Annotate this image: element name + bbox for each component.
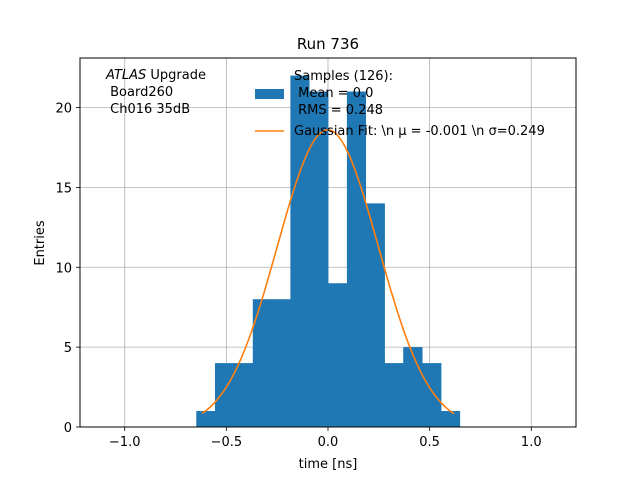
y-axis-label: Entries (33, 220, 48, 266)
histogram-bar-9 (365, 203, 385, 427)
legend-samples-swatch (255, 89, 284, 99)
annotation-board: Board260 (106, 85, 173, 100)
histogram-bar-3 (252, 299, 272, 427)
y-axis-ticks: 0 5 10 15 20 (55, 102, 80, 436)
histogram-bars (196, 75, 461, 428)
gaussian-fit-line (201, 129, 455, 415)
annotation: ATLAS Upgrade Board260 Ch016 35dB (105, 68, 206, 117)
y-tick-label-2: 10 (55, 261, 72, 276)
y-tick-label-3: 15 (55, 181, 72, 196)
histogram-bar-6 (309, 91, 329, 427)
histogram-bar-13 (441, 411, 461, 427)
x-tick-label-4: 1.0 (521, 435, 542, 450)
histogram-bar-1 (214, 363, 235, 427)
annotation-line-1: ATLAS Upgrade (105, 68, 206, 83)
chart-title: Run 736 (297, 35, 359, 53)
x-tick-label-3: 0.5 (419, 435, 440, 450)
histogram-bar-8 (346, 91, 367, 427)
histogram-bar-4 (271, 299, 291, 427)
histogram-bar-2 (233, 363, 254, 427)
y-tick-label-4: 20 (55, 102, 72, 117)
histogram-bar-11 (403, 347, 423, 427)
x-tick-label-2: 0.0 (318, 435, 339, 450)
histogram-bar-0 (196, 411, 216, 427)
legend-samples-line-3: RMS = 0.248 (294, 103, 383, 118)
x-tick-label-1: −0.5 (211, 435, 243, 450)
annotation-experiment: ATLAS (105, 68, 146, 83)
x-axis-label: time [ns] (299, 457, 358, 472)
y-tick-label-0: 0 (64, 421, 72, 436)
x-axis-ticks: −1.0 −0.5 0.0 0.5 1.0 (109, 427, 542, 450)
histogram-bar-5 (290, 75, 310, 428)
y-tick-label-1: 5 (64, 341, 72, 356)
x-tick-label-0: −1.0 (109, 435, 141, 450)
legend-samples-line-2: Mean = 0.0 (294, 86, 373, 101)
histogram-bar-7 (328, 283, 348, 427)
annotation-experiment-suffix: Upgrade (146, 68, 206, 83)
legend-fit-label: Gaussian Fit: \n μ = -0.001 \n σ=0.249 (294, 124, 545, 139)
histogram-bar-12 (422, 363, 442, 427)
histogram-bar-10 (384, 363, 404, 427)
legend: Samples (126): Mean = 0.0 RMS = 0.248 Ga… (255, 69, 545, 139)
legend-samples-line-1: Samples (126): (294, 69, 393, 84)
annotation-channel: Ch016 35dB (106, 102, 190, 117)
